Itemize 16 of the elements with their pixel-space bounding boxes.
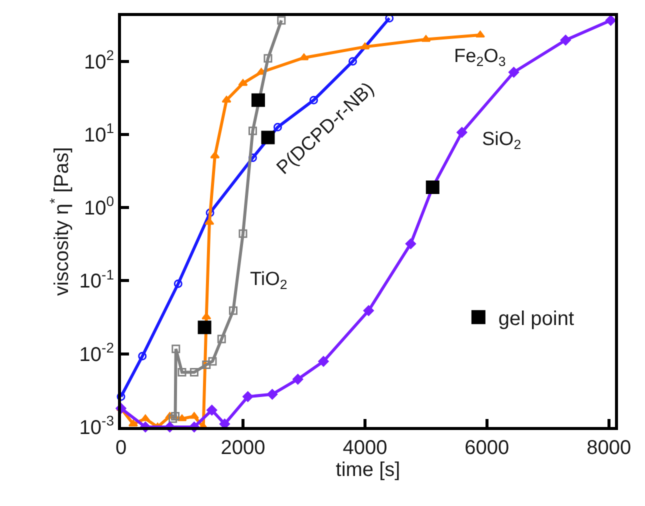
x-tick-label: 6000 [464, 437, 510, 459]
x-tick-label: 2000 [220, 437, 266, 459]
x-tick-label: 8000 [586, 437, 632, 459]
x-axis-title: time [s] [336, 459, 400, 481]
x-tick-label: 4000 [342, 437, 388, 459]
y-tick-label: 10$^{-1}$ [79, 266, 114, 293]
y-tick-label: 10$^{2}$ [84, 46, 114, 74]
y-tick-label: 10$^{-3}$ [79, 412, 114, 439]
series-label: Fe$_{2}$O$_{3}$ [454, 46, 506, 69]
x-tick-label: 0 [115, 437, 127, 459]
y-tick-label: 10$^{0}$ [84, 193, 114, 220]
series-label: SiO$_{2}$ [482, 129, 522, 152]
series-label: TiO$_{2}$ [250, 269, 288, 292]
legend-label: gel point [498, 308, 574, 330]
y-tick-label: 10$^{-2}$ [79, 339, 114, 366]
y-tick-label: 10$^{1}$ [84, 120, 114, 146]
